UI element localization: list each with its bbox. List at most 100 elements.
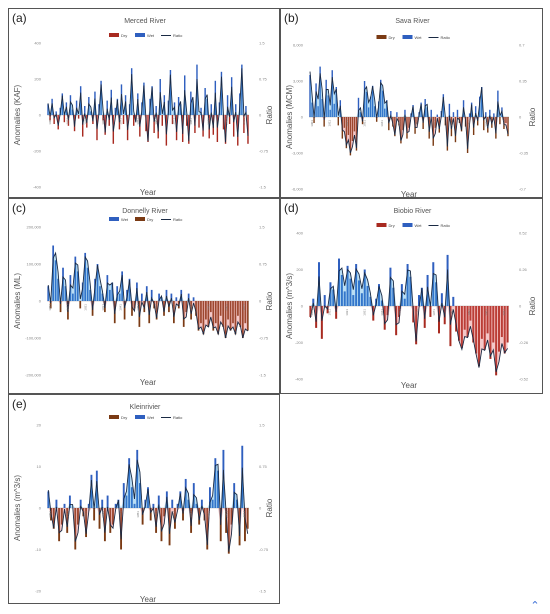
bar <box>67 115 70 126</box>
bar <box>331 70 333 117</box>
bar <box>241 301 244 338</box>
legend-label-ratio: Ratio <box>173 415 183 420</box>
bar <box>101 499 104 508</box>
year-tick-label: 1941 <box>380 309 384 316</box>
bar <box>409 276 412 306</box>
chart-title: Biobio River <box>394 208 432 215</box>
year-tick-label: 1981 <box>450 309 454 316</box>
bar <box>398 306 400 317</box>
bar <box>147 115 149 142</box>
y-tick-label: 6,000 <box>293 43 304 48</box>
bar <box>358 280 360 306</box>
bar <box>79 499 82 508</box>
bar <box>226 95 229 115</box>
y-tick-label: 3,000 <box>293 79 304 84</box>
y-tick-label: 400 <box>296 231 303 236</box>
bar <box>415 306 418 345</box>
year-tick-label: 1921 <box>83 511 87 518</box>
year-tick-label: 1971 <box>171 118 175 125</box>
bar <box>116 286 119 301</box>
y-tick-label: -10 <box>35 547 42 552</box>
bar <box>247 115 249 144</box>
bar <box>456 109 459 117</box>
bar <box>483 306 486 350</box>
bar <box>200 301 202 324</box>
legend-swatch-wet <box>402 35 413 39</box>
year-tick-label: 1981 <box>189 511 193 518</box>
chart-title: Sava River <box>395 18 430 25</box>
y2-tick-label: -1.5 <box>259 589 267 594</box>
bar <box>207 301 210 327</box>
bar <box>406 264 409 306</box>
bar <box>245 106 247 115</box>
bar <box>186 115 188 126</box>
year-tick-label: 2011 <box>242 304 246 311</box>
year-tick-label: 1981 <box>189 118 193 125</box>
bar <box>235 499 238 508</box>
legend-label-dry: Dry <box>147 217 153 222</box>
bar <box>157 495 160 508</box>
bar <box>355 117 358 151</box>
bar <box>49 301 52 309</box>
bar <box>133 301 136 309</box>
bar <box>118 293 121 301</box>
bar <box>333 103 335 117</box>
bar <box>165 289 168 301</box>
bar <box>363 81 366 117</box>
year-tick-label: 1961 <box>154 118 158 125</box>
bar <box>58 508 61 542</box>
y2-tick-label: 0.35 <box>519 79 528 84</box>
y-tick-label: 0 <box>39 506 42 511</box>
bar <box>373 106 376 117</box>
bar <box>63 503 66 508</box>
bar <box>47 286 50 301</box>
y-tick-label: 200 <box>296 267 303 272</box>
bar <box>360 293 363 306</box>
y2-tick-label: 0 <box>519 115 522 120</box>
scroll-up-icon[interactable]: ⌃ <box>530 600 540 612</box>
bar <box>182 301 185 327</box>
bar <box>243 115 245 133</box>
y2-axis-label: Ratio <box>528 296 537 315</box>
bar <box>106 275 109 301</box>
bar <box>173 301 175 324</box>
bar <box>435 282 438 306</box>
bar <box>106 100 108 115</box>
bar <box>500 306 503 338</box>
year-tick-label: 1991 <box>467 120 471 127</box>
ratio-line <box>309 267 508 373</box>
bar <box>390 111 392 117</box>
bar <box>100 80 102 115</box>
bar <box>420 287 423 306</box>
bar <box>171 499 174 508</box>
year-tick-label: 1901 <box>48 118 52 125</box>
bar <box>454 117 457 143</box>
panel-donnelly: Donnelly River Wet Dry Ratio 200,000 100,000 0… <box>8 198 280 394</box>
panel-label: (e) <box>12 397 27 411</box>
bar <box>130 68 133 115</box>
legend-label-wet: Wet <box>147 33 155 38</box>
y-tick-label: -200 <box>33 149 42 154</box>
year-tick-label: 2011 <box>502 309 506 316</box>
bar <box>130 487 133 508</box>
bar <box>184 478 187 508</box>
year-tick-label: 1931 <box>101 304 105 311</box>
ratio-line <box>47 251 249 339</box>
year-tick-label: 1911 <box>66 511 70 518</box>
year-tick-label: 1961 <box>154 511 158 518</box>
year-tick-label: 1951 <box>136 304 140 311</box>
bar <box>81 282 84 301</box>
bar <box>120 508 123 550</box>
bar <box>122 483 125 508</box>
y-tick-label: 200,000 <box>27 225 42 230</box>
y-tick-label: 20 <box>37 423 42 428</box>
bar <box>49 115 51 121</box>
bar <box>89 289 91 301</box>
bar <box>446 254 449 306</box>
bar <box>47 104 49 115</box>
bar <box>442 94 445 117</box>
bar <box>57 115 59 130</box>
bar <box>430 109 432 117</box>
bar <box>237 301 239 316</box>
y2-tick-label: 0 <box>259 299 262 304</box>
